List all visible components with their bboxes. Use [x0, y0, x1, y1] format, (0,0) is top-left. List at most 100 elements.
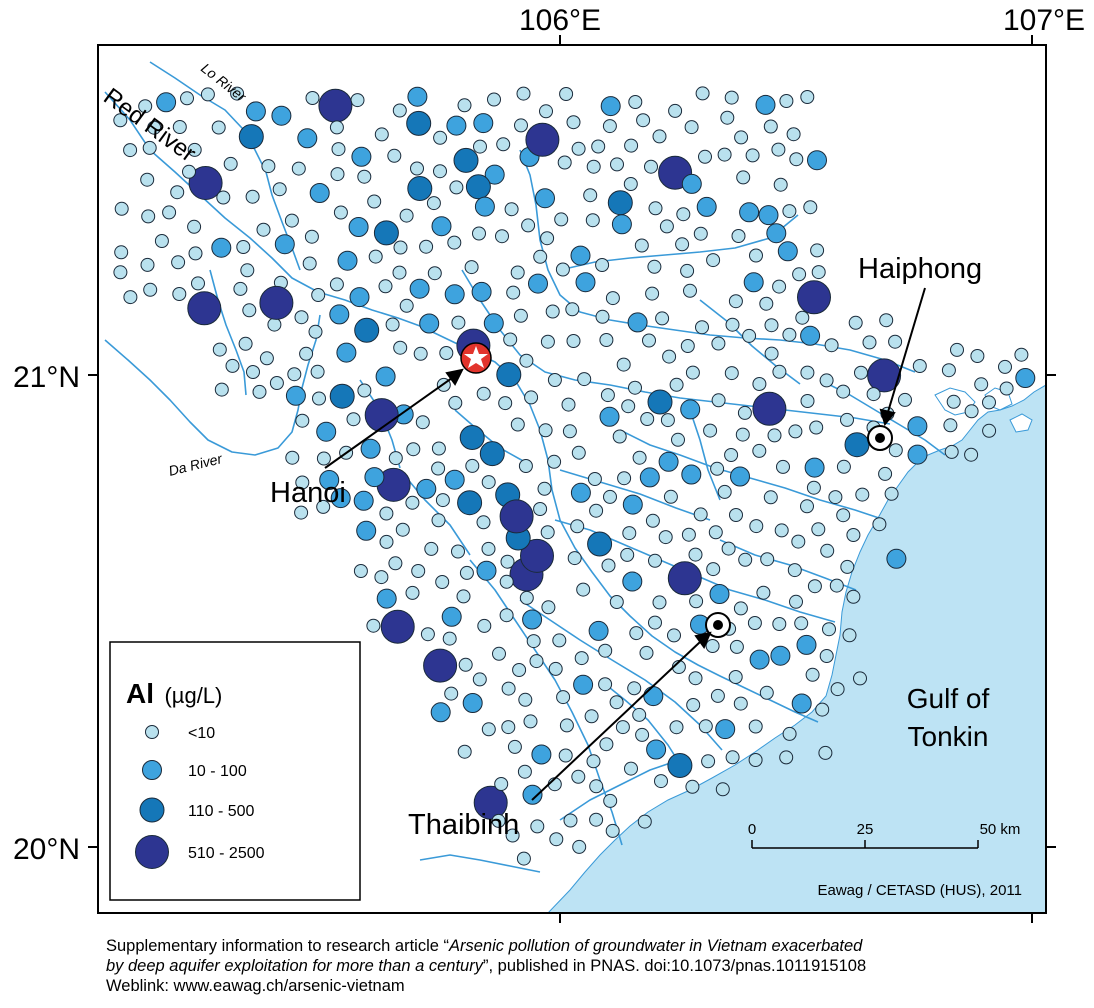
sample-point	[374, 570, 389, 585]
sample-point	[411, 564, 426, 578]
sample-point	[172, 120, 187, 134]
sample-point	[941, 363, 956, 378]
haiphong-label: Haiphong	[858, 253, 982, 285]
sample-point	[907, 444, 928, 465]
sample-point	[409, 278, 430, 299]
sample-point	[354, 317, 380, 343]
sample-point	[627, 681, 642, 696]
sample-point	[499, 499, 534, 534]
sample-point	[609, 695, 624, 710]
sample-point	[632, 450, 647, 465]
sample-point	[319, 470, 340, 490]
sample-point	[680, 263, 695, 278]
sample-point	[878, 466, 893, 481]
sample-point	[518, 459, 533, 473]
sample-point	[645, 513, 660, 528]
sample-point	[540, 334, 555, 349]
sample-point	[431, 216, 452, 237]
sample-point	[494, 777, 509, 791]
sample-point	[162, 205, 177, 220]
sample-point	[588, 620, 609, 641]
sample-point	[840, 559, 855, 574]
sample-point	[295, 475, 310, 490]
sample-point	[285, 385, 306, 406]
sample-point	[259, 351, 274, 366]
sample-point	[530, 819, 545, 834]
sample-point	[639, 467, 660, 488]
sample-point	[724, 90, 739, 105]
sample-point	[520, 538, 554, 573]
sample-point	[648, 615, 662, 630]
sample-point	[622, 526, 637, 541]
sample-point	[456, 589, 471, 604]
sample-point	[907, 416, 928, 437]
sample-point	[299, 346, 314, 361]
sample-point	[733, 696, 748, 711]
sample-point	[140, 257, 155, 272]
sample-point	[512, 663, 527, 677]
scale-label-50: 50 km	[980, 821, 1021, 838]
sample-point	[446, 115, 467, 136]
sample-point	[809, 420, 824, 435]
sample-point	[337, 250, 358, 271]
sample-point	[252, 384, 267, 399]
sample-point	[310, 364, 325, 379]
sample-point	[853, 671, 867, 686]
sample-point	[539, 104, 553, 119]
sample-point	[652, 595, 667, 610]
sample-point	[782, 327, 797, 342]
sample-point	[406, 110, 432, 136]
sample-point	[379, 506, 394, 521]
sample-point	[496, 362, 522, 388]
sample-point	[872, 517, 887, 532]
star-icon	[464, 346, 488, 368]
sample-point	[772, 364, 787, 379]
sample-point	[586, 754, 601, 769]
sample-point	[271, 105, 292, 126]
sample-point	[964, 447, 979, 462]
sample-point	[648, 201, 663, 216]
sample-point	[360, 438, 381, 459]
sample-point	[484, 164, 505, 185]
sample-point	[584, 709, 599, 724]
sample-point	[200, 87, 215, 102]
sample-point	[498, 396, 513, 411]
sample-point	[572, 839, 587, 854]
sample-point	[284, 213, 299, 228]
sample-point	[836, 384, 851, 399]
sample-point	[571, 769, 586, 784]
sample-point	[399, 298, 414, 313]
sample-point	[752, 377, 767, 391]
legend-label-10-100: 10 - 100	[188, 763, 247, 780]
sample-point	[114, 201, 129, 216]
sample-point	[531, 744, 552, 765]
sample-point	[791, 534, 806, 549]
sample-point	[393, 240, 408, 255]
sample-point	[191, 276, 205, 291]
sample-point	[758, 205, 779, 226]
sample-point	[998, 359, 1012, 374]
sample-point	[646, 739, 667, 760]
sample-point	[840, 412, 854, 427]
sample-point	[449, 180, 464, 195]
legend-title: Al (µg/L)	[126, 678, 222, 709]
sample-point	[348, 217, 369, 237]
sample-point	[453, 147, 479, 173]
map-credit: Eawag / CETASD (HUS), 2011	[817, 882, 1022, 899]
sample-point	[570, 482, 591, 503]
sample-point	[728, 670, 743, 684]
sample-point	[501, 681, 516, 696]
da-river-line	[104, 314, 321, 456]
sample-point	[294, 505, 309, 520]
sample-point	[170, 185, 185, 200]
sample-point	[291, 161, 306, 176]
sample-point	[349, 287, 370, 308]
sample-point	[652, 129, 667, 144]
sample-point	[611, 214, 632, 235]
al-concentration-map: 106°E 107°E 21°N 20°N Red River Lo River…	[13, 4, 1085, 923]
sample-point	[668, 103, 683, 118]
sample-point	[405, 495, 420, 510]
sample-point	[559, 87, 574, 101]
sample-point	[420, 627, 435, 642]
sample-point	[888, 334, 903, 349]
